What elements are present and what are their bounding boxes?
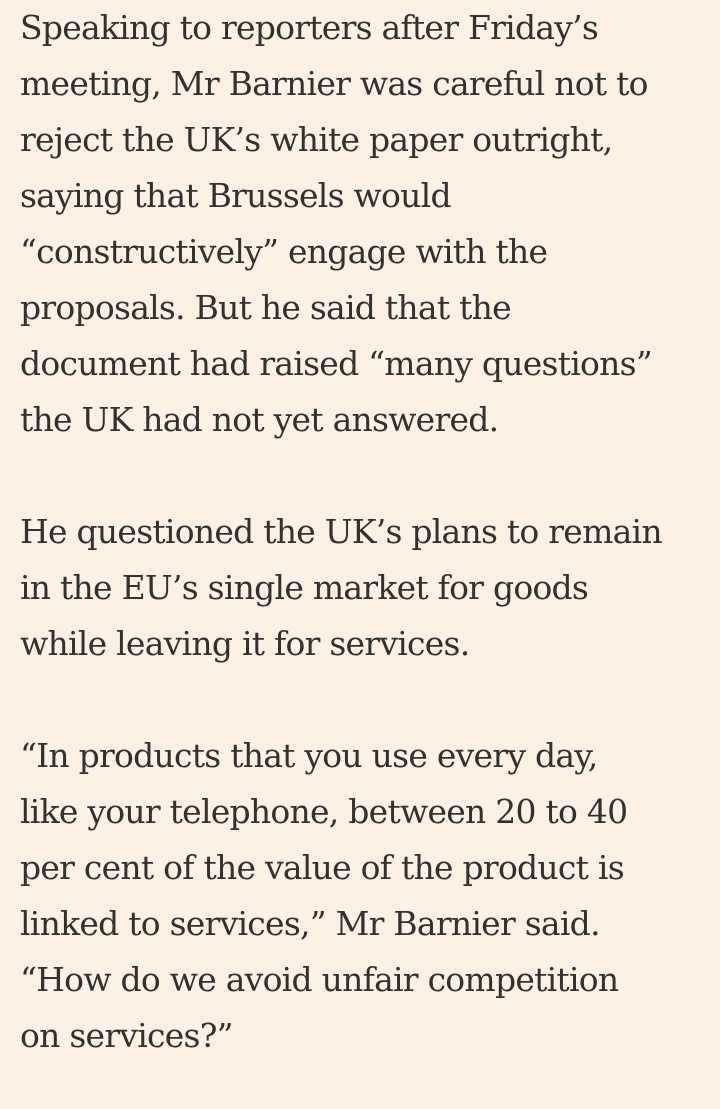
text-line: the UK had not yet answered. (20, 400, 499, 439)
text-line: “In products that you use every day, (20, 736, 598, 775)
text-line: Speaking to reporters after Friday’s (20, 8, 599, 47)
text-line: reject the UK’s white paper outright, (20, 120, 613, 159)
text-line: He questioned the UK’s plans to remain (20, 512, 663, 551)
text-line: “constructively” engage with the (20, 232, 548, 271)
text-line: per cent of the value of the product is (20, 848, 625, 887)
text-line: on services?” (20, 1016, 234, 1055)
text-line: “How do we avoid unfair competition (20, 960, 619, 999)
paragraph-single-market: He questioned the UK’s plans to remain i… (20, 504, 663, 672)
text-line: while leaving it for services. (20, 624, 470, 663)
text-line: meeting, Mr Barnier was careful not to (20, 64, 648, 103)
text-line: in the EU’s single market for goods (20, 568, 589, 607)
paragraph-barnier-quote: “In products that you use every day, lik… (20, 728, 628, 1064)
text-line: saying that Brussels would (20, 176, 452, 215)
text-line: linked to services,” Mr Barnier said. (20, 904, 601, 943)
paragraph-barnier-reporters: Speaking to reporters after Friday’s mee… (20, 0, 653, 448)
text-line: like your telephone, between 20 to 40 (20, 792, 628, 831)
text-line: document had raised “many questions” (20, 344, 653, 383)
text-line: proposals. But he said that the (20, 288, 512, 327)
